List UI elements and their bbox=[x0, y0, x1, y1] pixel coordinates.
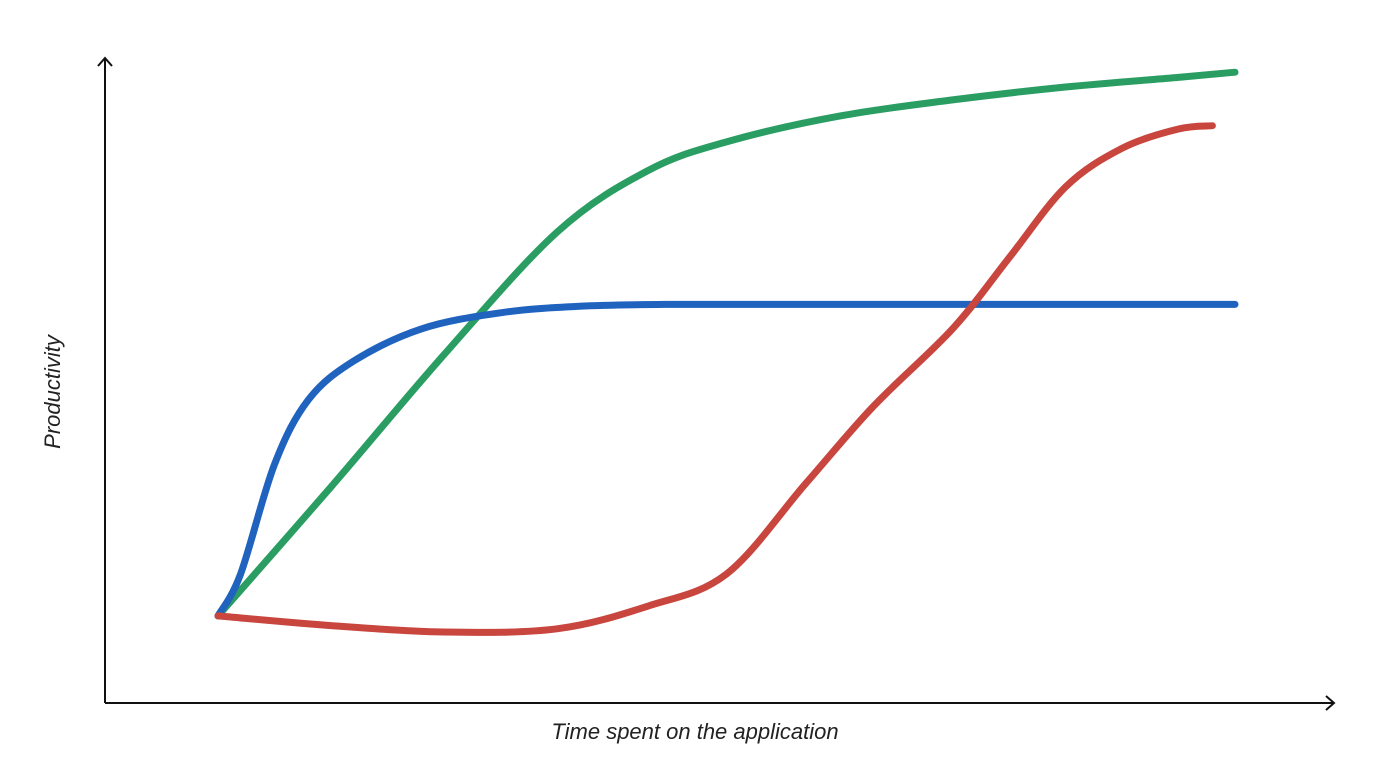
y-axis-label: Productivity bbox=[40, 333, 65, 449]
series-layer bbox=[214, 68, 1239, 636]
series-line-1 bbox=[214, 68, 1239, 620]
axes bbox=[97, 56, 1336, 711]
x-axis-label: Time spent on the application bbox=[551, 719, 838, 744]
series-line-3 bbox=[214, 122, 1216, 636]
x-axis-arrow-icon bbox=[1325, 695, 1336, 711]
series-line-2 bbox=[214, 300, 1239, 620]
y-axis-arrow-icon bbox=[97, 56, 113, 67]
